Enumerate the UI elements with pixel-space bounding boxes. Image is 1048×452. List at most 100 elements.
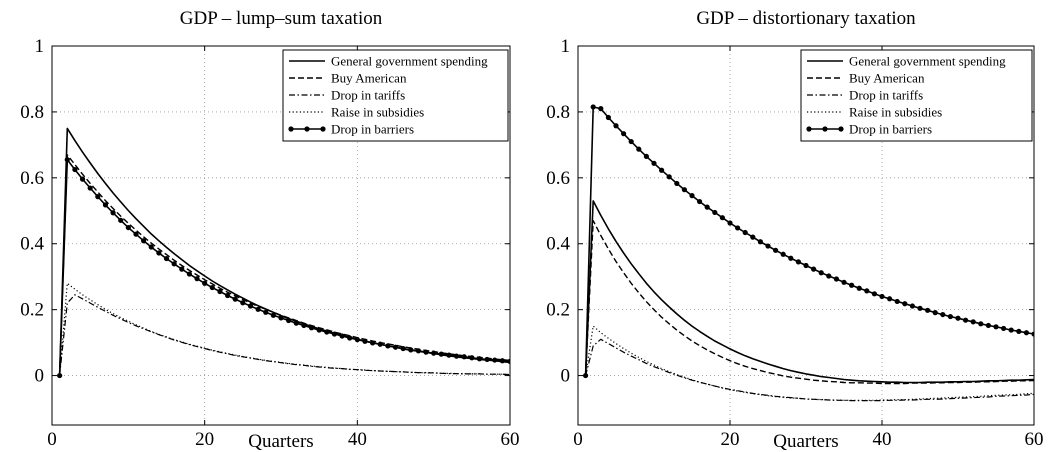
data-point-drop-in-barriers <box>148 244 154 250</box>
x-tick-label: 20 <box>721 429 740 450</box>
data-point-drop-in-barriers <box>95 194 101 200</box>
legend-label-drop-in-tariffs: Drop in tariffs <box>849 88 923 103</box>
data-point-drop-in-barriers <box>773 247 779 253</box>
data-point-drop-in-barriers <box>712 209 718 216</box>
data-point-drop-in-barriers <box>636 146 642 152</box>
data-point-drop-in-barriers <box>917 305 923 311</box>
data-point-drop-in-barriers <box>902 301 908 307</box>
legend-label-drop-in-barriers: Drop in barriers <box>849 122 932 137</box>
x-tick-label: 40 <box>348 429 367 450</box>
data-point-drop-in-barriers <box>651 160 657 166</box>
data-point-drop-in-barriers <box>263 309 269 315</box>
legend: General government spending Buy American D… <box>800 49 1033 142</box>
data-point-drop-in-barriers <box>856 285 862 291</box>
data-point-drop-in-barriers <box>492 357 498 363</box>
series-lines <box>57 127 510 379</box>
legend-label-general-government-spending: General government spending <box>849 54 1006 69</box>
legend-marker-drop-in-barriers <box>304 126 310 132</box>
data-point-drop-in-barriers <box>833 276 840 282</box>
legend-label-drop-in-tariffs: Drop in tariffs <box>331 88 405 103</box>
data-point-drop-in-barriers <box>370 340 376 346</box>
data-point-drop-in-barriers <box>293 320 299 326</box>
axis-ticks: 0 20 40 60 0 0.2 0.4 0.6 0.8 1 <box>546 36 1043 450</box>
data-point-drop-in-barriers <box>583 372 589 379</box>
x-tick-label: 20 <box>195 429 214 450</box>
data-point-drop-in-barriers <box>377 341 383 347</box>
legend-entries: General government spending Buy American D… <box>288 54 488 137</box>
axes-frame <box>577 45 1035 426</box>
legend-entries: General government spending Buy American D… <box>806 54 1006 137</box>
data-point-drop-in-barriers <box>818 270 824 276</box>
data-point-drop-in-barriers <box>171 261 177 267</box>
series-line-buy-american <box>584 219 1034 385</box>
legend: General government spending Buy American D… <box>282 49 509 142</box>
data-point-drop-in-barriers <box>255 306 261 312</box>
data-point-drop-in-barriers <box>621 131 627 137</box>
x-tick-label: 0 <box>47 429 57 450</box>
data-point-drop-in-barriers <box>735 225 741 231</box>
data-point-drop-in-barriers <box>879 293 885 300</box>
data-point-drop-in-barriers <box>765 243 771 249</box>
data-point-drop-in-barriers <box>1031 331 1034 337</box>
data-point-drop-in-barriers <box>750 234 756 240</box>
data-point-drop-in-barriers <box>985 322 992 329</box>
data-point-drop-in-barriers <box>286 317 292 324</box>
data-point-drop-in-barriers <box>955 315 961 321</box>
data-point-drop-in-barriers <box>179 266 185 272</box>
data-point-drop-in-barriers <box>1008 327 1014 333</box>
data-point-drop-in-barriers <box>727 220 733 226</box>
legend-marker-drop-in-barriers <box>838 126 844 132</box>
data-point-drop-in-barriers <box>461 354 467 360</box>
data-point-drop-in-barriers <box>110 210 116 216</box>
data-point-drop-in-barriers <box>1023 330 1029 336</box>
data-point-drop-in-barriers <box>64 157 70 163</box>
data-point-drop-in-barriers <box>79 176 86 182</box>
data-point-drop-in-barriers <box>659 167 665 173</box>
data-point-drop-in-barriers <box>666 174 672 180</box>
data-point-drop-in-barriers <box>940 311 946 318</box>
data-point-drop-in-barriers <box>308 325 315 331</box>
y-tick-label: 0.4 <box>20 234 44 255</box>
legend-box <box>282 49 509 142</box>
x-tick-label: 60 <box>501 429 520 450</box>
data-point-drop-in-barriers <box>704 204 710 210</box>
data-point-drop-in-barriers <box>72 166 78 173</box>
data-point-drop-in-barriers <box>133 231 139 237</box>
y-tick-label: 0.6 <box>20 168 44 189</box>
y-tick-label: 0.8 <box>546 102 570 123</box>
legend-box <box>800 49 1033 142</box>
data-point-drop-in-barriers <box>194 276 200 282</box>
data-point-drop-in-barriers <box>186 271 192 277</box>
y-tick-label: 0 <box>561 366 571 387</box>
data-point-drop-in-barriers <box>932 310 938 316</box>
legend-label-buy-american: Buy American <box>331 71 407 86</box>
data-point-drop-in-barriers <box>102 202 109 208</box>
data-point-drop-in-barriers <box>826 273 832 279</box>
legend-label-buy-american: Buy American <box>849 71 925 86</box>
data-point-drop-in-barriers <box>605 114 612 121</box>
data-point-drop-in-barriers <box>446 352 452 358</box>
data-point-drop-in-barriers <box>125 224 131 231</box>
data-point-drop-in-barriers <box>993 324 999 330</box>
data-point-drop-in-barriers <box>970 319 976 325</box>
x-tick-label: 60 <box>1025 429 1044 450</box>
data-point-drop-in-barriers <box>628 138 634 145</box>
x-axis-label: Quarters <box>248 431 313 452</box>
data-point-drop-in-barriers <box>453 353 460 359</box>
data-point-drop-in-barriers <box>719 215 726 221</box>
data-point-drop-in-barriers <box>415 348 421 354</box>
data-point-drop-in-barriers <box>947 313 954 320</box>
data-point-drop-in-barriers <box>339 333 345 339</box>
legend-marker-drop-in-barriers <box>822 126 828 132</box>
data-point-drop-in-barriers <box>301 322 307 329</box>
data-point-drop-in-barriers <box>864 288 870 294</box>
data-point-drop-in-barriers <box>400 345 406 352</box>
data-point-drop-in-barriers <box>247 303 254 309</box>
data-point-drop-in-barriers <box>385 343 391 349</box>
data-point-drop-in-barriers <box>423 349 429 355</box>
chart-title: GDP – lump–sum taxation <box>180 8 383 29</box>
data-point-drop-in-barriers <box>507 358 510 364</box>
data-point-drop-in-barriers <box>795 259 802 265</box>
data-point-drop-in-barriers <box>613 123 619 129</box>
